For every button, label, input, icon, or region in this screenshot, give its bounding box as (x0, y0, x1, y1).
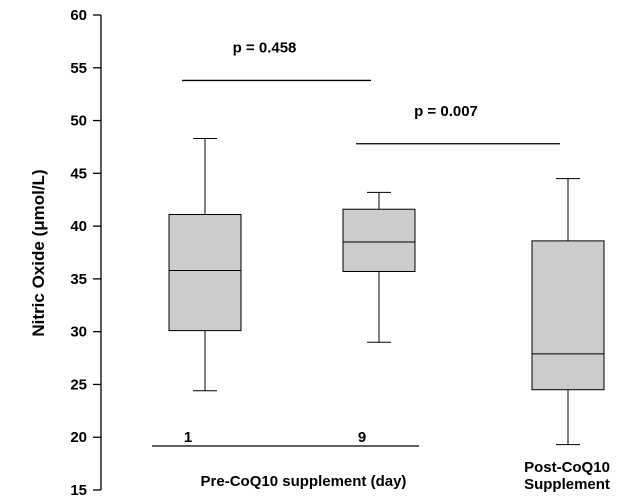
y-tick-label: 50 (70, 113, 87, 130)
iqr-box (342, 208, 416, 273)
y-tick-label: 55 (70, 60, 87, 77)
y-tick-label: 45 (70, 165, 87, 182)
iqr-box (168, 214, 242, 332)
group-label-post-line: Supplement (524, 476, 610, 493)
y-axis-label: Nitric Oxide (μmol/L) (29, 169, 48, 336)
y-tick-label: 30 (70, 324, 87, 341)
y-tick-label: 15 (70, 482, 87, 497)
box-label: 1 (184, 429, 192, 446)
iqr-box (531, 240, 605, 391)
y-tick-label: 20 (70, 429, 87, 446)
y-axis: 15 20 25 30 35 40 45 50 55 60 (70, 7, 102, 497)
p-value-label: p = 0.458 (233, 39, 297, 56)
box-3 (531, 178, 605, 446)
y-tick-label: 60 (70, 7, 87, 24)
y-tick-label: 40 (70, 218, 87, 235)
group-label-pre: Pre-CoQ10 supplement (day) (201, 473, 407, 490)
box-1: 1 (168, 138, 242, 446)
group-label-post-line: Post-CoQ10 (524, 459, 610, 476)
group-labels-layer: Pre-CoQ10 supplement (day) Post-CoQ10Supp… (152, 445, 610, 493)
box-label: 9 (358, 429, 366, 446)
p-value-label: p = 0.007 (414, 103, 478, 120)
comparisons-layer: p = 0.458 p = 0.007 (182, 39, 560, 145)
y-tick-label: 25 (70, 376, 87, 393)
y-tick-label: 35 (70, 271, 87, 288)
box-2: 9 (342, 191, 416, 446)
